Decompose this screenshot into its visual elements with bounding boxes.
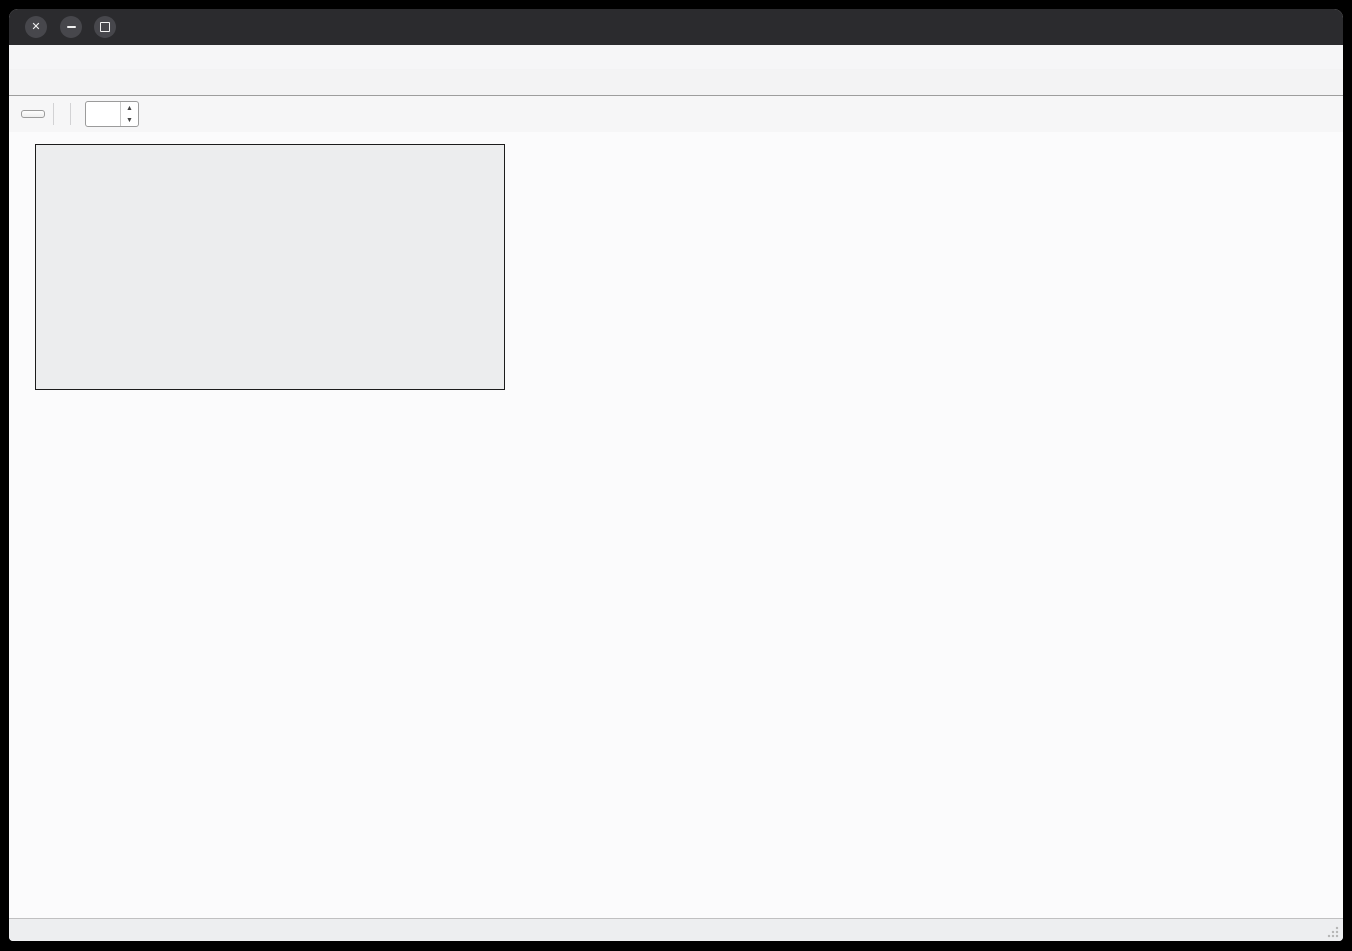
app-window: ✕ ▲ ▼ — [9, 9, 1343, 941]
menu-bar — [9, 45, 1343, 69]
close-icon: ✕ — [31, 22, 40, 33]
chart-page — [9, 132, 1343, 918]
toolbar-separator — [70, 103, 71, 125]
toolbar: ▲ ▼ — [9, 96, 1343, 132]
minimize-icon — [67, 26, 76, 28]
export-as-button[interactable] — [21, 110, 45, 118]
chart-legend — [35, 144, 505, 390]
spin-up-button[interactable]: ▲ — [121, 102, 138, 114]
minimize-button[interactable] — [60, 16, 82, 38]
maximize-button[interactable] — [94, 16, 116, 38]
spinbox-arrows: ▲ ▼ — [120, 102, 138, 126]
maximize-icon — [100, 22, 110, 32]
spin-down-button[interactable]: ▼ — [121, 114, 138, 126]
resize-grip-icon[interactable] — [1327, 926, 1339, 938]
tab-bar — [9, 69, 1343, 96]
stacked-diagrams-spinbox[interactable]: ▲ ▼ — [85, 101, 139, 127]
close-button[interactable]: ✕ — [25, 16, 47, 38]
spinbox-value[interactable] — [86, 102, 120, 126]
toolbar-separator — [53, 103, 54, 125]
status-bar — [9, 918, 1343, 941]
title-bar: ✕ — [9, 9, 1343, 45]
